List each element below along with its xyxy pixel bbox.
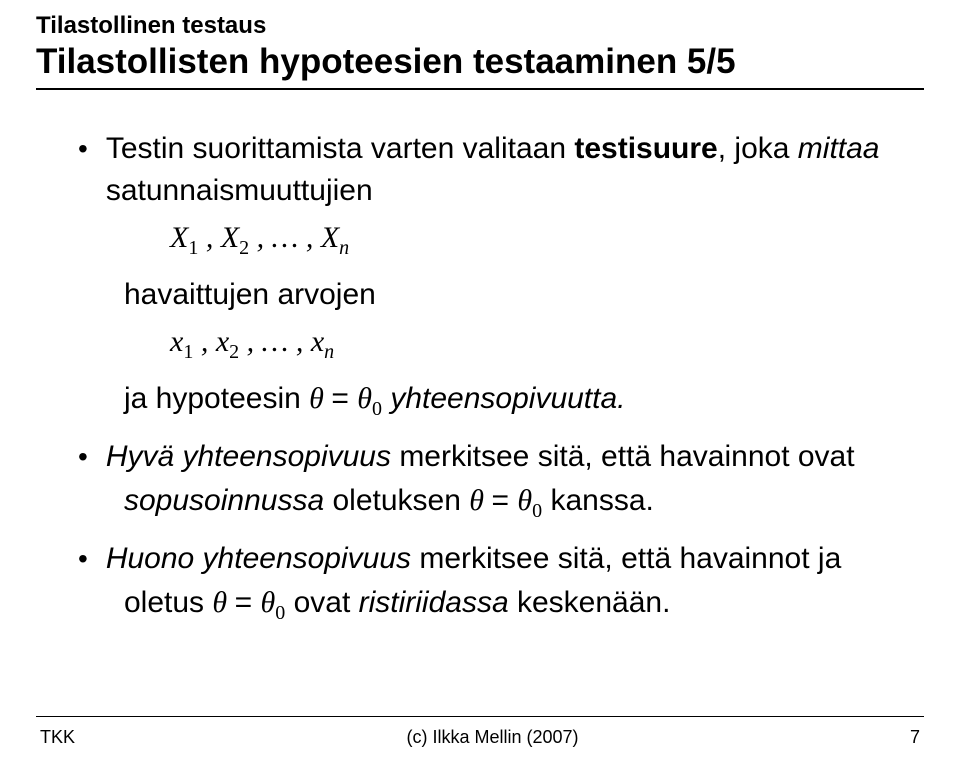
footer-left: TKK (40, 727, 75, 748)
text-fragment: Testin suorittamista varten valitaan (106, 132, 575, 165)
sep: , … , (239, 325, 311, 358)
slide-container: Tilastollinen testaus Tilastollisten hyp… (0, 0, 960, 766)
term-ristiriidassa: ristiriidassa (359, 586, 509, 619)
bullet-2-text: Hyvä yhteensopivuus merkitsee sitä, että… (106, 436, 855, 478)
footer: TKK (c) Ilkka Mellin (2007) 7 (0, 716, 960, 748)
term-sopusoinnussa: sopusoinnussa (124, 484, 324, 517)
term-mittaa: mittaa (798, 132, 880, 165)
sub: 0 (372, 398, 382, 420)
theta: θ (517, 484, 532, 517)
theta: θ (261, 586, 276, 619)
footer-page-number: 7 (910, 727, 920, 748)
eq: = (235, 586, 261, 619)
bullet-1: • Testin suorittamista varten valitaan t… (78, 128, 914, 212)
term-hyva-yhteensopivuus: Hyvä yhteensopivuus (106, 440, 391, 473)
text-fragment: oletus (124, 586, 212, 619)
term-testisuure: testisuure (574, 132, 717, 165)
bullet-2: • Hyvä yhteensopivuus merkitsee sitä, et… (78, 436, 914, 478)
sep: , (198, 221, 221, 254)
sub: 2 (229, 341, 239, 363)
bullet-3: • Huono yhteensopivuus merkitsee sitä, e… (78, 538, 914, 580)
math-vars-upper: X1 , X2 , … , Xn (170, 216, 914, 270)
eq: = (331, 382, 357, 415)
slide-title: Tilastollisten hypoteesien testaaminen 5… (36, 42, 924, 82)
var: X (170, 221, 188, 254)
bullet-marker: • (78, 538, 88, 580)
footer-content: TKK (c) Ilkka Mellin (2007) 7 (36, 727, 924, 748)
line-havaittujen: havaittujen arvojen (124, 274, 914, 316)
line-ja-hypoteesin: ja hypoteesin θ = θ0 yhteensopivuutta. (124, 378, 914, 430)
theta: θ (309, 382, 331, 415)
theta: θ (469, 484, 491, 517)
text-fragment: oletuksen (324, 484, 469, 517)
sub: 2 (239, 237, 249, 259)
sub: n (324, 341, 334, 363)
bullet-1-text: Testin suorittamista varten valitaan tes… (106, 128, 914, 212)
footer-center: (c) Ilkka Mellin (2007) (75, 727, 910, 748)
theta: θ (212, 586, 234, 619)
var: x (170, 325, 183, 358)
term-huono-yhteensopivuus: Huono yhteensopivuus (106, 542, 411, 575)
sub: 0 (275, 602, 285, 624)
text-fragment: satunnaismuuttujien (106, 174, 373, 207)
sub: 0 (532, 500, 542, 522)
var: X (221, 221, 239, 254)
sep: , … , (249, 221, 321, 254)
bullet-2-line-2: sopusoinnussa oletuksen θ = θ0 kanssa. (124, 480, 914, 532)
content-area: • Testin suorittamista varten valitaan t… (36, 128, 924, 634)
sub: 1 (188, 237, 198, 259)
text-fragment: merkitsee sitä, että havainnot ovat (391, 440, 855, 473)
sub: 1 (183, 341, 193, 363)
bullet-3-line-2: oletus θ = θ0 ovat ristiriidassa keskenä… (124, 582, 914, 634)
bullet-marker: • (78, 436, 88, 478)
bullet-3-text: Huono yhteensopivuus merkitsee sitä, ett… (106, 538, 841, 580)
math-vars-lower: x1 , x2 , … , xn (170, 320, 914, 374)
slide-overtitle: Tilastollinen testaus (36, 12, 924, 40)
theta: θ (357, 382, 372, 415)
text-fragment: merkitsee sitä, että havainnot ja (411, 542, 841, 575)
eq: = (492, 484, 518, 517)
footer-divider (36, 716, 924, 717)
var: x (216, 325, 229, 358)
sub: n (339, 237, 349, 259)
text-fragment: , joka (718, 132, 798, 165)
var: X (321, 221, 339, 254)
sep: , (193, 325, 216, 358)
title-divider (36, 88, 924, 90)
text-fragment: ovat (285, 586, 358, 619)
text-fragment: keskenään. (509, 586, 671, 619)
term-yhteensopivuutta: yhteensopivuutta. (382, 382, 626, 415)
var: x (311, 325, 324, 358)
text-fragment: ja hypoteesin (124, 382, 309, 415)
bullet-marker: • (78, 128, 88, 170)
text-fragment: kanssa. (542, 484, 654, 517)
